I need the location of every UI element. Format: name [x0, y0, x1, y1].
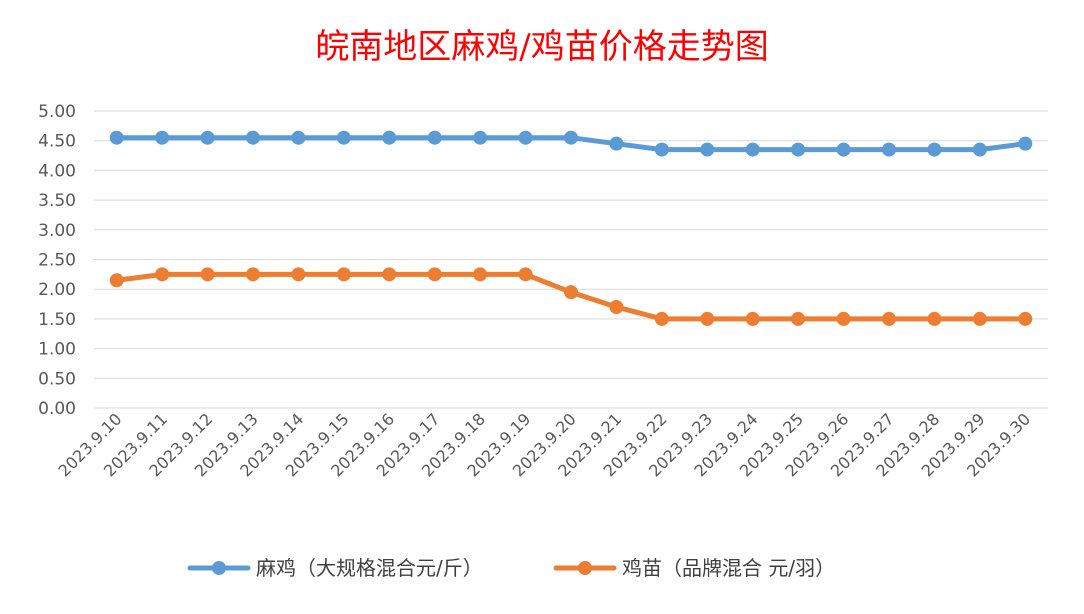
data-point — [291, 130, 306, 145]
legend-swatch-marker — [212, 561, 226, 575]
data-point — [336, 267, 351, 282]
data-point — [155, 130, 170, 145]
data-point — [200, 130, 215, 145]
data-point — [109, 273, 124, 288]
data-point — [654, 311, 669, 326]
chart-title: 皖南地区麻鸡/鸡苗价格走势图 — [315, 27, 768, 67]
legend-label: 麻鸡（大规格混合元/斤） — [256, 556, 483, 580]
data-point — [427, 267, 442, 282]
data-point — [836, 311, 851, 326]
data-point — [700, 311, 715, 326]
data-point — [518, 130, 533, 145]
legend-swatch-marker — [578, 561, 592, 575]
data-point — [382, 267, 397, 282]
data-point — [1018, 136, 1033, 151]
data-point — [246, 267, 260, 282]
y-tick-label: 0.50 — [38, 369, 76, 389]
data-point — [836, 142, 851, 157]
data-point — [427, 130, 442, 145]
data-point — [745, 142, 760, 157]
data-point — [564, 285, 578, 300]
data-point — [609, 136, 624, 151]
data-point — [200, 267, 215, 282]
data-point — [927, 311, 942, 326]
data-point — [1018, 311, 1033, 326]
x-axis: 2023.9.102023.9.112023.9.122023.9.132023… — [55, 409, 1035, 480]
data-point — [382, 130, 397, 145]
data-point — [791, 311, 806, 326]
legend-item: 麻鸡（大规格混合元/斤） — [187, 556, 483, 580]
y-tick-label: 2.00 — [38, 280, 76, 300]
y-axis: 5.00 4.50 4.00 3.50 3.00 2.50 2.00 1.50 1.00 0.50… — [38, 102, 76, 419]
y-tick-label: 3.50 — [38, 191, 76, 211]
y-tick-label: 2.50 — [38, 251, 76, 271]
data-point — [654, 142, 669, 157]
grid-lines — [94, 110, 1048, 409]
data-point — [291, 267, 306, 282]
legend: 麻鸡（大规格混合元/斤） 鸡苗（品牌混合 元/羽） — [187, 556, 835, 580]
data-point — [246, 130, 260, 145]
y-tick-label: 1.00 — [38, 340, 76, 360]
data-point — [155, 267, 170, 282]
legend-item: 鸡苗（品牌混合 元/羽） — [553, 556, 835, 580]
y-tick-label: 3.00 — [38, 221, 76, 241]
data-point — [745, 311, 760, 326]
data-point — [564, 130, 578, 145]
series-2 — [109, 267, 1033, 326]
data-point — [473, 130, 488, 145]
series-1 — [109, 130, 1033, 157]
data-point — [473, 267, 488, 282]
data-point — [518, 267, 533, 282]
data-point — [109, 130, 124, 145]
data-point — [336, 130, 351, 145]
y-tick-label: 4.00 — [38, 161, 76, 181]
legend-label: 鸡苗（品牌混合 元/羽） — [622, 556, 835, 580]
series-layer — [109, 130, 1033, 326]
y-tick-label: 4.50 — [38, 132, 76, 152]
data-point — [882, 142, 896, 157]
data-point — [609, 300, 624, 315]
data-point — [972, 311, 987, 326]
data-point — [972, 142, 987, 157]
y-tick-label: 1.50 — [38, 310, 76, 330]
data-point — [700, 142, 715, 157]
data-point — [791, 142, 806, 157]
data-point — [927, 142, 942, 157]
y-tick-label: 5.00 — [38, 102, 76, 122]
data-point — [882, 311, 896, 326]
y-tick-label: 0.00 — [38, 399, 76, 419]
